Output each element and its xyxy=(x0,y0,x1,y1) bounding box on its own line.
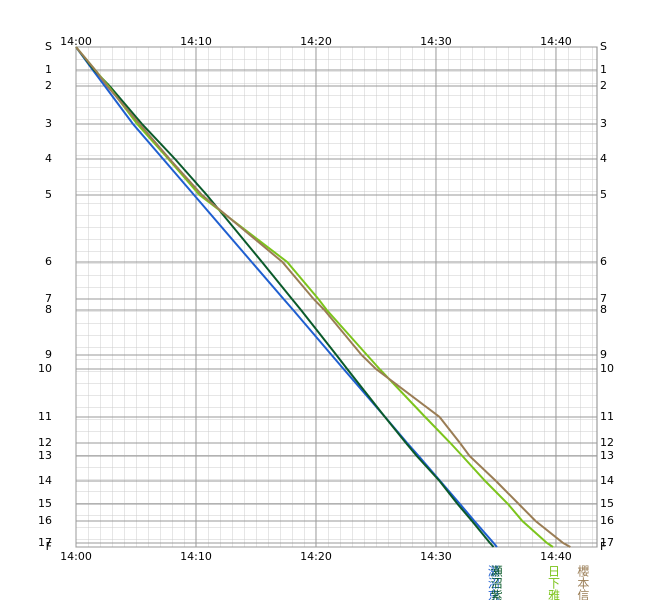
y-tick-label: 7 xyxy=(600,292,607,305)
y-tick-label: 5 xyxy=(45,188,52,201)
legend-entry: 櫻本信 xyxy=(576,564,590,600)
y-tick-label: 15 xyxy=(38,497,52,510)
y-tick-label: 16 xyxy=(600,514,614,527)
y-tick-label: 10 xyxy=(600,362,614,375)
y-tick-label: F xyxy=(600,540,606,553)
y-tick-label: 7 xyxy=(45,292,52,305)
y-tick-label: 9 xyxy=(45,348,52,361)
y-tick-label: 14 xyxy=(38,474,52,487)
y-tick-label: 2 xyxy=(600,79,607,92)
x-tick-label: 14:10 xyxy=(180,550,212,563)
y-tick-label: 4 xyxy=(45,152,52,165)
y-tick-label: S xyxy=(600,40,607,53)
x-tick-label: 14:40 xyxy=(540,550,572,563)
y-tick-label: 10 xyxy=(38,362,52,375)
legend-entry: 日下雅 xyxy=(546,565,560,600)
y-tick-label: 16 xyxy=(38,514,52,527)
y-tick-label: 12 xyxy=(600,436,614,449)
x-tick-label: 14:10 xyxy=(180,35,212,48)
y-tick-label: 3 xyxy=(45,117,52,130)
y-tick-label: S xyxy=(45,40,52,53)
y-tick-label: 3 xyxy=(600,117,607,130)
y-tick-label: 6 xyxy=(600,255,607,268)
y-tick-label: 11 xyxy=(38,410,52,423)
series-line xyxy=(75,46,495,548)
series-line xyxy=(75,46,498,548)
y-tick-label: 12 xyxy=(38,436,52,449)
x-tick-label: 14:30 xyxy=(420,550,452,563)
y-tick-label: 17 xyxy=(600,536,614,549)
y-tick-label: 11 xyxy=(600,410,614,423)
y-tick-label: 4 xyxy=(600,152,607,165)
x-tick-label: 14:40 xyxy=(540,35,572,48)
y-tick-label: 1 xyxy=(600,63,607,76)
y-tick-label: 14 xyxy=(600,474,614,487)
y-tick-label: 1 xyxy=(45,63,52,76)
x-tick-label: 14:30 xyxy=(420,35,452,48)
x-tick-label: 14:00 xyxy=(60,550,92,563)
y-tick-label: 17 xyxy=(38,536,52,549)
series-line xyxy=(75,46,571,548)
y-tick-label: 5 xyxy=(600,188,607,201)
x-tick-label: 14:20 xyxy=(300,550,332,563)
x-tick-label: 14:20 xyxy=(300,35,332,48)
y-tick-label: 13 xyxy=(38,449,52,462)
y-tick-label: F xyxy=(46,540,52,553)
y-tick-label: 8 xyxy=(45,303,52,316)
y-tick-label: 13 xyxy=(600,449,614,462)
y-tick-label: 9 xyxy=(600,348,607,361)
y-tick-label: 6 xyxy=(45,255,52,268)
plot-area xyxy=(75,46,598,548)
y-tick-label: 2 xyxy=(45,79,52,92)
x-tick-label: 14:00 xyxy=(60,35,92,48)
series-line xyxy=(75,46,554,548)
y-tick-label: 15 xyxy=(600,497,614,510)
y-tick-label: 8 xyxy=(600,303,607,316)
legend-entry: 瀬沼京 xyxy=(486,565,500,600)
legend-entry: 瀬沼紫 xyxy=(489,565,503,600)
